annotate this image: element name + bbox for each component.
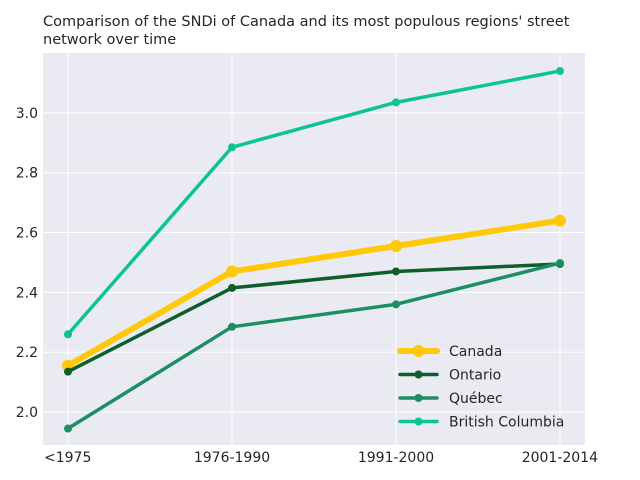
series-line	[66, 69, 562, 337]
series-lines	[62, 66, 566, 433]
data-point	[392, 300, 400, 309]
data-point	[226, 265, 238, 278]
legend-marker	[414, 394, 423, 402]
y-axis-ticks: 2.0 2.2 2.4 2.6 2.8 3.0	[16, 106, 38, 421]
legend-marker	[414, 370, 423, 379]
y-tick-label: 2.6	[16, 226, 38, 242]
series-line	[65, 217, 563, 369]
legend-item: Canada	[397, 344, 502, 360]
data-point	[64, 367, 72, 376]
y-tick-label: 2.4	[16, 285, 38, 301]
y-tick-label: 2.0	[16, 405, 38, 421]
legend-label: Québec	[449, 391, 503, 407]
data-point	[390, 240, 402, 253]
legend-item: British Columbia	[398, 415, 564, 431]
data-point	[554, 214, 566, 227]
series-qu-bec	[64, 259, 564, 433]
y-tick-label: 3.0	[16, 106, 38, 122]
x-tick-label: 2001-2014	[522, 450, 598, 466]
legend-marker	[414, 417, 423, 426]
series-line	[66, 261, 562, 431]
x-axis-ticks: <1975 1976-1990 1991-2000 2001-2014	[44, 450, 598, 466]
series-british-columbia	[64, 66, 564, 339]
legend-label: Ontario	[449, 368, 501, 384]
plot-area	[43, 53, 585, 445]
legend-label: British Columbia	[449, 415, 564, 431]
data-point	[392, 267, 400, 276]
y-tick-label: 2.8	[16, 166, 38, 182]
data-point	[228, 322, 236, 331]
data-point	[64, 330, 72, 339]
data-point	[228, 283, 236, 292]
data-point	[392, 98, 400, 107]
data-point	[556, 66, 564, 75]
x-tick-label: <1975	[44, 450, 91, 466]
chart-title-line-2: network over time	[43, 32, 176, 48]
y-tick-label: 2.2	[16, 345, 38, 361]
x-tick-label: 1991-2000	[358, 450, 434, 466]
data-point	[228, 143, 236, 152]
x-tick-label: 1976-1990	[194, 450, 270, 466]
legend-marker	[412, 345, 425, 357]
data-point	[556, 259, 564, 268]
data-point	[64, 424, 72, 433]
legend-item: Ontario	[398, 368, 501, 384]
chart-title-line-1: Comparison of the SNDi of Canada and its…	[43, 14, 570, 30]
legend: Canada Ontario Québec British Columbia	[397, 344, 564, 431]
legend-item: Québec	[398, 391, 503, 407]
legend-label: Canada	[449, 344, 502, 360]
series-line	[66, 262, 562, 374]
